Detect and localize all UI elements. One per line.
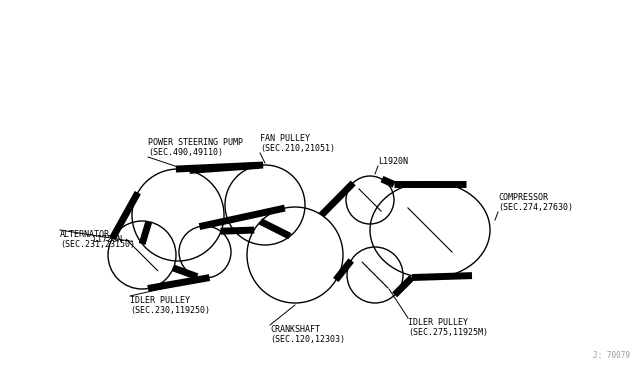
Text: FAN PULLEY
(SEC.210,21051): FAN PULLEY (SEC.210,21051) xyxy=(260,134,335,153)
Text: ALTERNATOR
(SEC.231,23150): ALTERNATOR (SEC.231,23150) xyxy=(60,230,135,249)
Text: POWER STEERING PUMP
(SEC.490,49110): POWER STEERING PUMP (SEC.490,49110) xyxy=(148,138,243,157)
Text: COMPRESSOR
(SEC.274,27630): COMPRESSOR (SEC.274,27630) xyxy=(498,193,573,212)
Text: J: 70079: J: 70079 xyxy=(593,351,630,360)
Text: L1720N: L1720N xyxy=(92,235,122,244)
Text: IDLER PULLEY
(SEC.230,119250): IDLER PULLEY (SEC.230,119250) xyxy=(130,296,210,315)
Text: IDLER PULLEY
(SEC.275,11925M): IDLER PULLEY (SEC.275,11925M) xyxy=(408,318,488,337)
Text: CRANKSHAFT
(SEC.120,12303): CRANKSHAFT (SEC.120,12303) xyxy=(270,325,345,344)
Text: L1920N: L1920N xyxy=(378,157,408,166)
